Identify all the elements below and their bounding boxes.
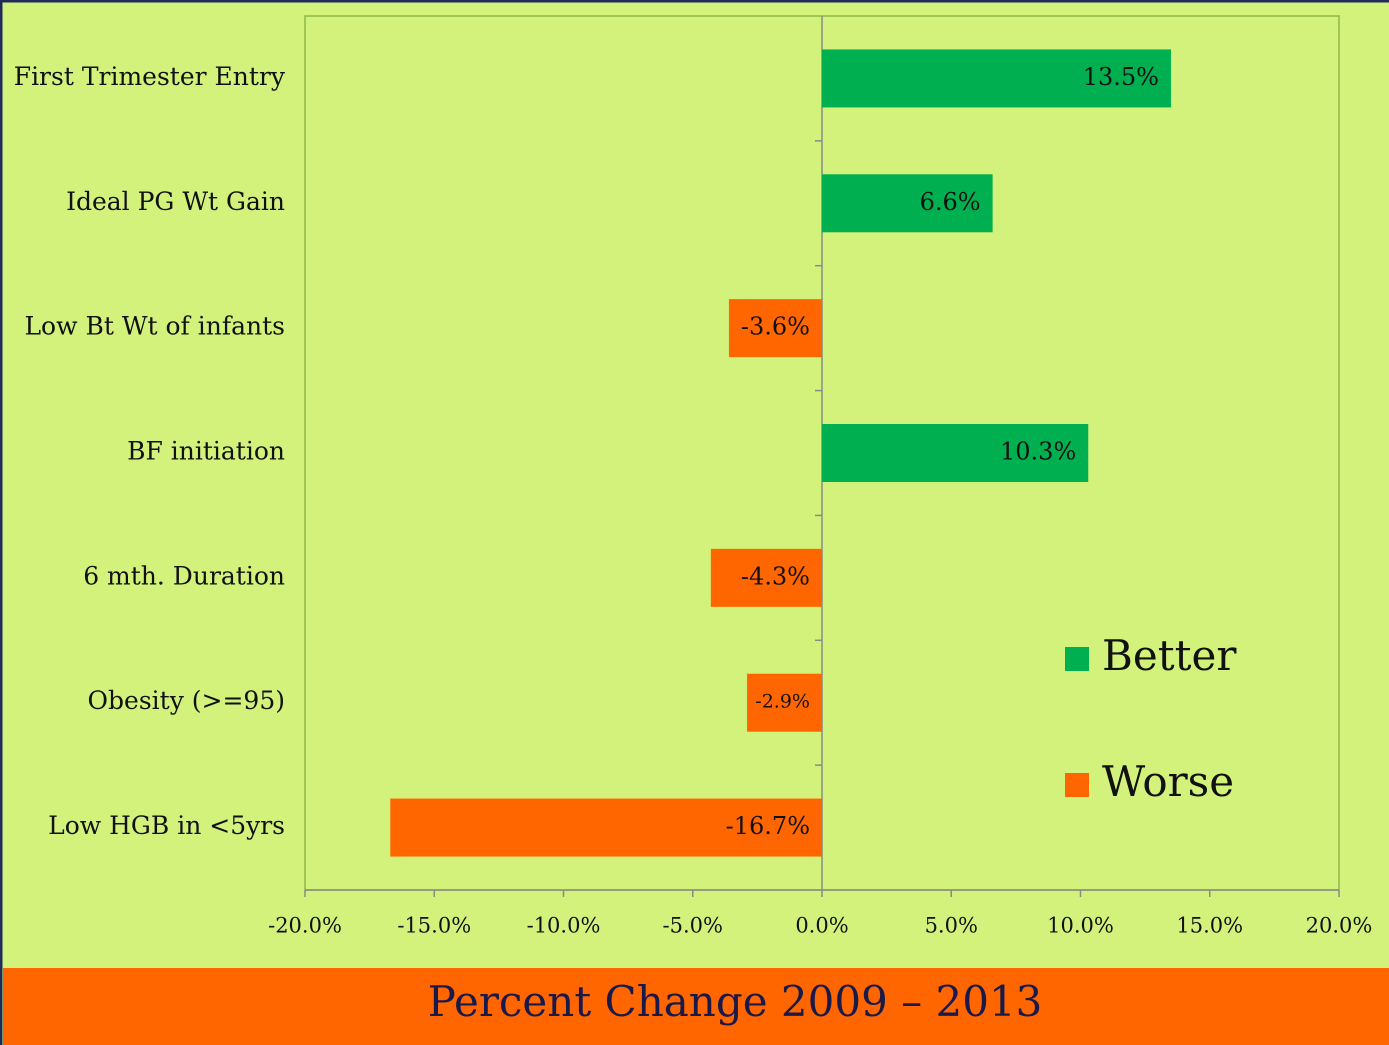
bar [822, 424, 1089, 482]
x-tick-label: -20.0% [268, 914, 342, 938]
y-tick-label: Obesity (>=95) [88, 686, 285, 715]
bar [747, 673, 822, 732]
value-label: -16.7% [726, 812, 810, 840]
value-label: -3.6% [741, 313, 810, 341]
bar [390, 798, 822, 857]
y-tick-label: Low Bt Wt of infants [24, 312, 285, 341]
title-banner [3, 968, 1389, 1045]
legend-swatch [1065, 773, 1089, 797]
value-label: 6.6% [920, 188, 981, 216]
legend-swatch [1065, 647, 1089, 671]
x-tick-label: 5.0% [925, 914, 978, 938]
y-tick-label: Low HGB in <5yrs [48, 811, 285, 840]
x-tick-label: -10.0% [527, 914, 601, 938]
x-tick-label: 20.0% [1306, 914, 1373, 938]
legend-label: Worse [1102, 757, 1234, 806]
value-label: 10.3% [1000, 438, 1076, 466]
bar [822, 49, 1171, 108]
y-tick-label: BF initiation [127, 437, 285, 466]
y-tick-label: Ideal PG Wt Gain [66, 187, 285, 216]
legend-label: Better [1102, 631, 1237, 680]
y-tick-label: 6 mth. Duration [83, 561, 285, 590]
bar [822, 174, 993, 233]
value-label: -2.9% [755, 691, 810, 713]
value-label: 13.5% [1083, 63, 1159, 91]
x-tick-label: -5.0% [663, 914, 723, 938]
x-tick-label: -15.0% [397, 914, 471, 938]
value-label: -4.3% [741, 562, 810, 590]
bar [710, 548, 822, 607]
y-tick-label: First Trimester Entry [14, 62, 286, 91]
x-tick-label: 15.0% [1176, 914, 1243, 938]
chart-title: Percent Change 2009 – 2013 [428, 977, 1043, 1026]
x-tick-label: 10.0% [1047, 914, 1114, 938]
bar [728, 299, 822, 358]
x-tick-label: 0.0% [795, 914, 848, 938]
